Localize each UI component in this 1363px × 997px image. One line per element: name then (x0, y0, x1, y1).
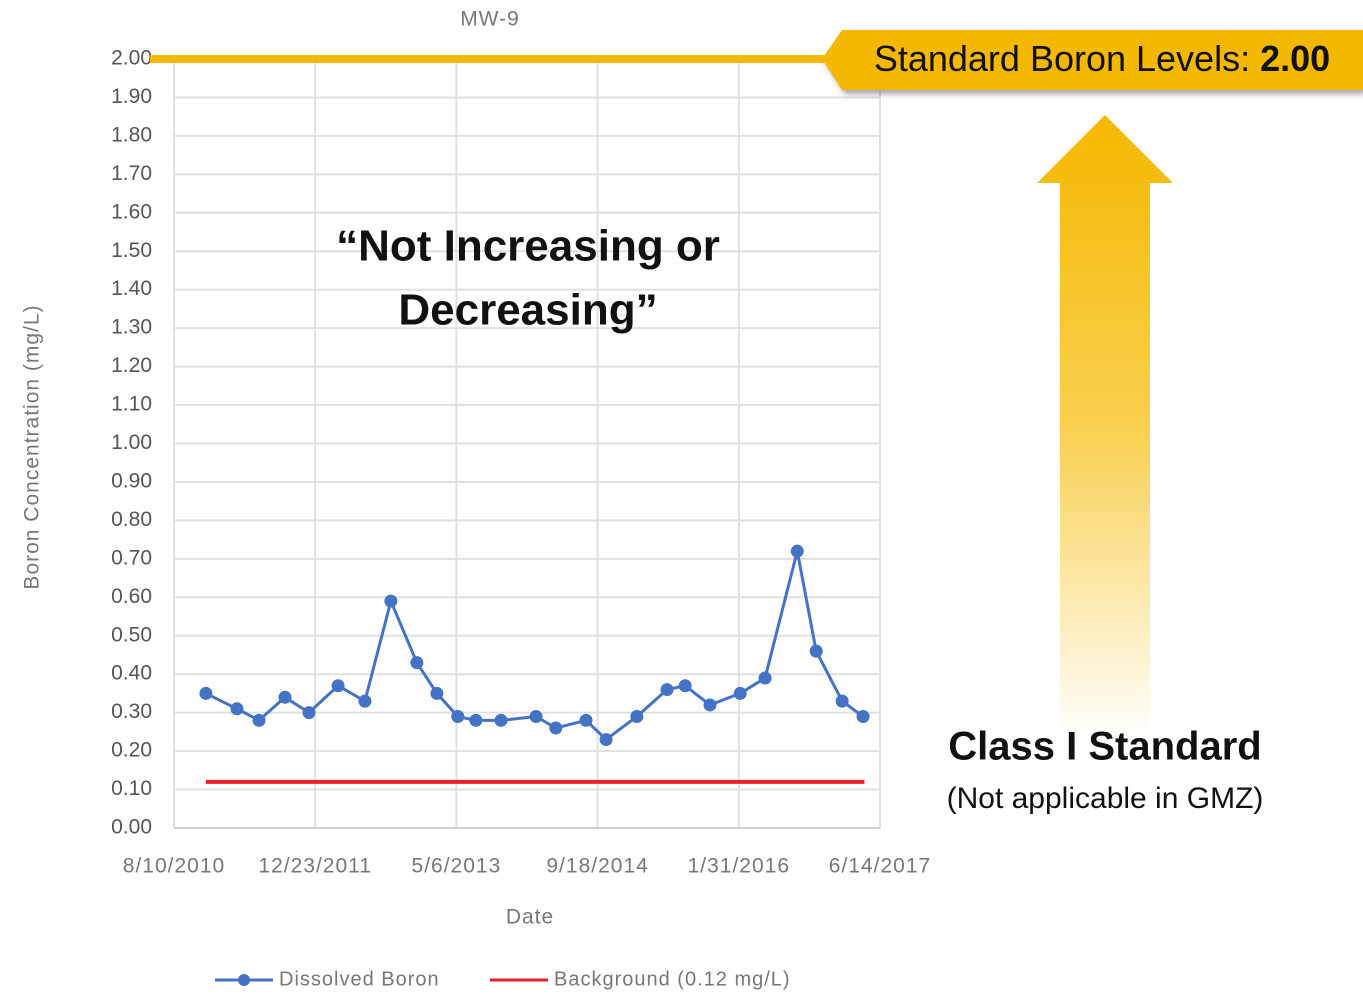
legend-marker (238, 974, 250, 986)
y-tick-label: 0.70 (111, 546, 152, 569)
data-point (199, 686, 213, 700)
y-tick-label: 1.30 (111, 316, 152, 339)
data-point (733, 686, 747, 700)
data-point (790, 544, 804, 558)
x-tick-label: 1/31/2016 (688, 855, 790, 878)
data-point (809, 644, 823, 658)
data-point (703, 698, 717, 712)
data-point (358, 694, 372, 708)
data-point (278, 690, 292, 704)
y-axis-label: Boron Concentration (mg/L) (21, 304, 44, 589)
chart-title: MW-9 (460, 8, 520, 31)
y-tick-label: 1.20 (111, 354, 152, 377)
data-point (252, 713, 266, 727)
data-point (469, 713, 483, 727)
annotation: “Not Increasing or (336, 222, 720, 271)
x-tick-label: 6/14/2017 (829, 855, 931, 878)
callout-box (822, 30, 1363, 90)
y-tick-label: 0.50 (111, 623, 152, 646)
y-tick-label: 1.70 (111, 162, 152, 185)
legend-label: Background (0.12 mg/L) (554, 968, 791, 990)
y-tick-label: 0.20 (111, 739, 152, 762)
x-tick-label: 5/6/2013 (412, 855, 502, 878)
data-point (529, 709, 543, 723)
data-point (630, 709, 644, 723)
y-tick-label: 0.30 (111, 700, 152, 723)
data-point (856, 709, 870, 723)
side-subtitle: (Not applicable in GMZ) (947, 782, 1264, 815)
x-tick-label: 8/10/2010 (123, 855, 225, 878)
data-point (660, 683, 674, 697)
y-tick-label: 1.10 (111, 393, 152, 416)
annotation: Decreasing” (398, 286, 657, 335)
data-point (451, 709, 465, 723)
callout-text: Standard Boron Levels: 2.00 (874, 38, 1330, 79)
data-point (230, 702, 244, 716)
y-tick-label: 2.00 (111, 47, 152, 70)
y-tick-label: 0.90 (111, 469, 152, 492)
y-tick-label: 1.40 (111, 277, 152, 300)
y-tick-label: 1.60 (111, 200, 152, 223)
side-title: Class I Standard (948, 725, 1261, 769)
legend-label: Dissolved Boron (279, 968, 440, 990)
plot-area (173, 58, 881, 829)
y-tick-label: 0.60 (111, 585, 152, 608)
data-point (410, 656, 424, 670)
callout-label: Standard Boron Levels: (874, 38, 1250, 79)
data-point (579, 713, 593, 727)
x-tick-label: 12/23/2011 (258, 855, 372, 878)
data-point (758, 671, 772, 685)
y-tick-label: 0.80 (111, 508, 152, 531)
data-point (835, 694, 849, 708)
arrow (1037, 115, 1173, 740)
data-point (384, 594, 398, 608)
y-tick-label: 1.80 (111, 123, 152, 146)
data-point (599, 733, 613, 747)
data-point (549, 721, 563, 735)
data-point (430, 686, 444, 700)
y-tick-label: 0.40 (111, 662, 152, 685)
x-axis-label: Date (506, 906, 554, 929)
y-tick-label: 0.10 (111, 777, 152, 800)
y-tick-label: 1.50 (111, 239, 152, 262)
y-tick-label: 1.00 (111, 431, 152, 454)
data-point (494, 713, 508, 727)
data-point (331, 679, 345, 693)
data-point (302, 706, 316, 720)
y-tick-label: 1.90 (111, 85, 152, 108)
x-tick-label: 9/18/2014 (546, 855, 648, 878)
callout-value: 2.00 (1260, 38, 1330, 79)
data-point (678, 679, 692, 693)
y-tick-label: 0.00 (111, 816, 152, 839)
